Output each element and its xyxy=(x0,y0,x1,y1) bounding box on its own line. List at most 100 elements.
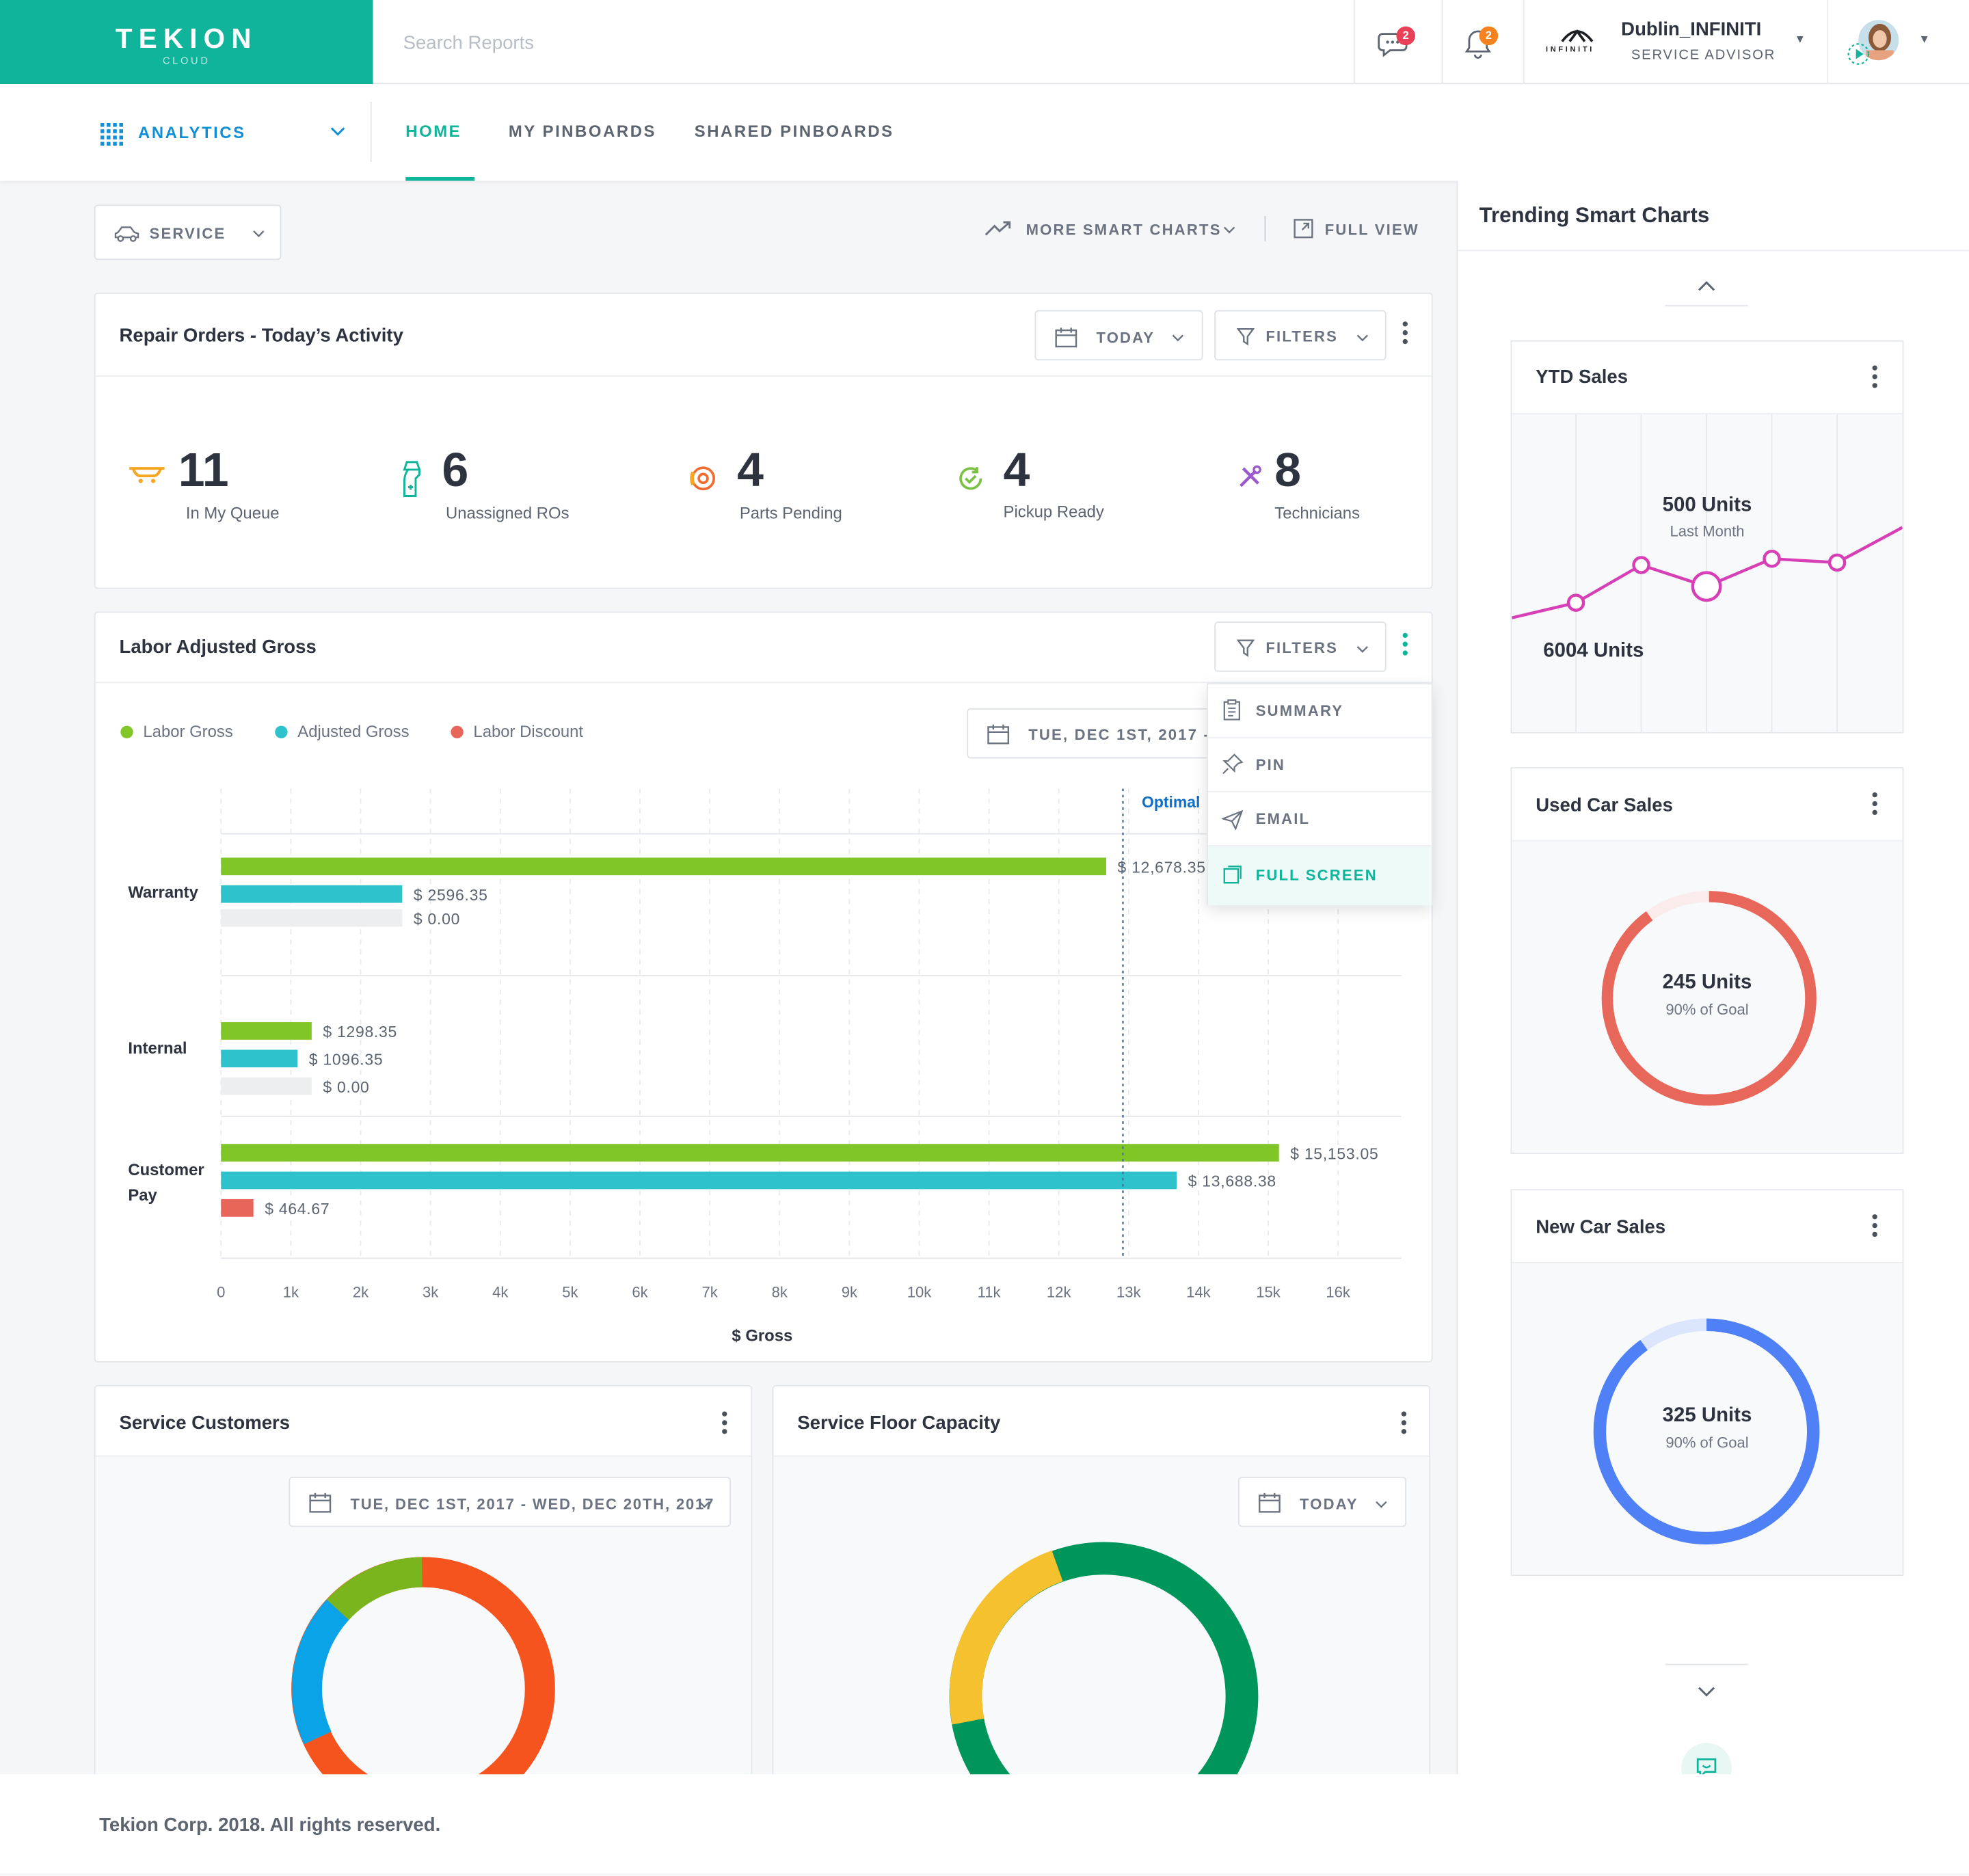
divider xyxy=(95,682,1432,684)
bar-value-label: $ 12,678.35 xyxy=(1118,859,1206,876)
department-label: SERVICE xyxy=(149,224,226,243)
module-name: ANALYTICS xyxy=(138,122,246,142)
bar-labor-discount xyxy=(221,1199,254,1217)
menu-item-summary[interactable]: SUMMARY xyxy=(1207,684,1432,738)
fullscreen-icon xyxy=(1223,866,1242,884)
filter-icon xyxy=(1237,639,1255,657)
notifications-badge: 2 xyxy=(1479,26,1499,46)
dealer-switcher[interactable]: INFINITI Dublin_INFINITI SERVICE ADVISOR… xyxy=(1523,0,1827,85)
menu-item-label: EMAIL xyxy=(1255,809,1311,828)
legend-swatch xyxy=(120,725,133,738)
more-options-icon[interactable] xyxy=(1871,365,1879,392)
menu-item-pin[interactable]: PIN xyxy=(1207,738,1432,792)
stat-label: Technicians xyxy=(1274,503,1361,523)
full-view-button[interactable]: FULL VIEW xyxy=(1294,217,1432,243)
date-range-select[interactable]: TUE, DEC 1ST, 2017 - WI xyxy=(967,708,1344,759)
chevron-down-icon xyxy=(330,127,345,136)
divider xyxy=(95,375,1432,377)
notifications-button[interactable]: 2 xyxy=(1441,0,1523,85)
grid-icon xyxy=(100,122,123,146)
more-options-icon[interactable] xyxy=(1400,1411,1408,1438)
filters-button[interactable]: FILTERS xyxy=(1214,310,1387,361)
legend-swatch xyxy=(451,725,464,738)
legend-adjusted-gross: Adjusted Gross xyxy=(275,722,410,741)
user-role: SERVICE ADVISOR xyxy=(1631,47,1776,63)
x-tick-label: 9k xyxy=(842,1283,858,1300)
more-smart-charts-button[interactable]: MORE SMART CHARTS xyxy=(984,217,1248,243)
menu-item-email[interactable]: EMAIL xyxy=(1207,792,1432,846)
tools-icon xyxy=(1240,465,1261,487)
divider xyxy=(1264,215,1266,241)
stat-value: 4 xyxy=(1003,444,1030,498)
date-filter-select[interactable]: TODAY xyxy=(1237,1476,1407,1527)
expand-icon xyxy=(1294,219,1313,239)
more-options-icon[interactable] xyxy=(1871,792,1879,820)
brand-logo[interactable]: TEKION CLOUD xyxy=(0,0,373,85)
spray-bottle-icon xyxy=(403,461,421,497)
chevron-down-icon xyxy=(1223,226,1235,234)
category-label: Warranty xyxy=(128,883,198,902)
full-view-label: FULL VIEW xyxy=(1324,221,1419,239)
tab-shared-pinboards[interactable]: SHARED PINBOARDS xyxy=(694,122,894,141)
card-title: New Car Sales xyxy=(1536,1216,1666,1238)
bar-labor-gross xyxy=(221,1144,1279,1162)
bar-labor-discount xyxy=(221,1077,312,1095)
calendar-icon xyxy=(309,1492,332,1513)
card-header: Used Car Sales xyxy=(1512,768,1903,842)
menu-item-full-screen[interactable]: FULL SCREEN xyxy=(1207,846,1432,906)
used-car-sales-card[interactable]: Used Car Sales 245 Units 90% of Goal xyxy=(1510,767,1904,1154)
user-menu[interactable]: ▼ xyxy=(1827,0,1969,85)
optimal-label: Optimal xyxy=(1142,793,1200,811)
x-tick-label: 7k xyxy=(701,1283,718,1300)
new-car-sales-card[interactable]: New Car Sales 325 Units 90% of Goal xyxy=(1510,1189,1904,1577)
bar-adjusted-gross xyxy=(221,1049,298,1068)
card-title: Service Floor Capacity xyxy=(797,1412,1001,1434)
dealer-name: Dublin_INFINITI xyxy=(1621,18,1762,40)
bar-value-label: $ 2596.35 xyxy=(414,886,488,904)
tab-home[interactable]: HOME xyxy=(405,122,462,141)
service-customers-donut xyxy=(291,1557,555,1811)
bar-value-label: $ 13,688.38 xyxy=(1188,1172,1276,1190)
more-options-icon[interactable] xyxy=(721,1411,728,1438)
more-options-icon[interactable] xyxy=(1402,321,1409,349)
scroll-down-button[interactable] xyxy=(1665,1663,1748,1702)
more-options-icon[interactable] xyxy=(1871,1214,1879,1242)
legend-label: Labor Gross xyxy=(143,722,233,741)
x-tick-label: 8k xyxy=(772,1283,788,1300)
x-tick-label: 16k xyxy=(1326,1283,1351,1300)
scroll-up-button[interactable] xyxy=(1665,276,1748,307)
module-switcher[interactable]: ANALYTICS xyxy=(100,122,377,147)
messages-button[interactable]: 2 xyxy=(1353,0,1442,85)
new-car-value: 325 Units xyxy=(1662,1405,1752,1427)
date-filter-select[interactable]: TODAY xyxy=(1034,310,1203,361)
date-range-label: TUE, DEC 1ST, 2017 - WI xyxy=(1028,725,1237,744)
legend-label: Adjusted Gross xyxy=(297,722,410,741)
calendar-icon xyxy=(1055,327,1077,348)
chevron-down-icon xyxy=(1172,334,1184,342)
department-select[interactable]: SERVICE xyxy=(94,204,282,260)
filters-button[interactable]: FILTERS xyxy=(1214,621,1387,672)
ytd-bottom-value: 6004 Units xyxy=(1543,640,1644,662)
ytd-sales-card[interactable]: YTD Sales 500 Units Last Month 6004 Unit… xyxy=(1510,340,1904,734)
ytd-top-value: 500 Units xyxy=(1662,494,1752,516)
stat-value: 4 xyxy=(737,444,764,498)
bar-adjusted-gross xyxy=(221,1171,1177,1190)
more-options-icon[interactable] xyxy=(1402,632,1409,660)
date-range-select[interactable]: TUE, DEC 1ST, 2017 - WED, DEC 20TH, 2017 xyxy=(289,1476,731,1527)
menu-item-label: SUMMARY xyxy=(1255,701,1344,720)
car-icon xyxy=(114,226,139,242)
labor-adjusted-gross-card: Labor Adjusted Gross FILTERS Labor Gross… xyxy=(94,611,1433,1363)
legend-labor-gross: Labor Gross xyxy=(120,722,233,741)
check-cycle-icon xyxy=(959,467,982,490)
bar-labor-gross xyxy=(221,1022,312,1040)
search-input[interactable] xyxy=(403,27,1283,58)
filters-label: FILTERS xyxy=(1265,327,1339,346)
used-car-progress-ring xyxy=(1601,891,1817,1106)
bar-value-label: $ 1298.35 xyxy=(323,1023,397,1041)
send-icon xyxy=(1222,809,1244,831)
pin-icon xyxy=(1222,753,1244,775)
card-header: New Car Sales xyxy=(1512,1190,1903,1263)
legend-labor-discount: Labor Discount xyxy=(451,722,583,741)
x-tick-label: 11k xyxy=(978,1283,1002,1300)
tab-my-pinboards[interactable]: MY PINBOARDS xyxy=(508,122,657,141)
